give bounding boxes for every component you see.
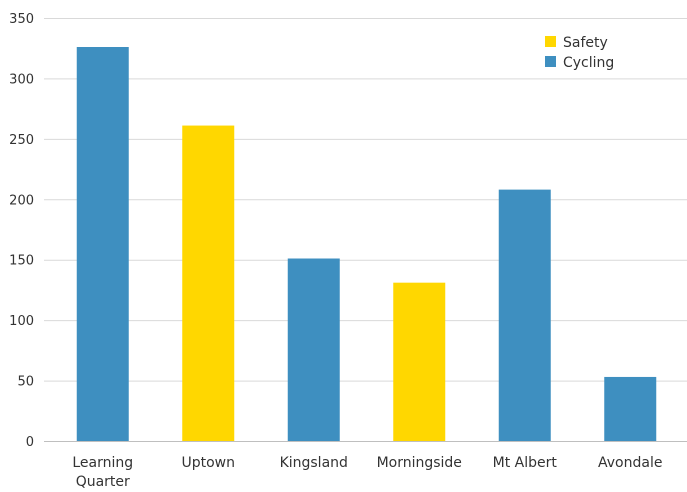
y-tick-label: 150	[9, 254, 34, 269]
y-axis-ticks: 0 50 100 150 200 250 300 350	[9, 12, 34, 450]
bar-kingsland	[287, 258, 340, 441]
legend-label-cycling: Cycling	[563, 55, 614, 71]
x-tick-label: Learning Quarter	[72, 455, 133, 488]
bar-uptown	[182, 125, 235, 441]
legend-swatch-cycling	[545, 56, 556, 67]
y-tick-label: 100	[9, 314, 34, 329]
y-tick-label: 0	[26, 435, 34, 450]
y-tick-label: 350	[9, 12, 34, 27]
gridlines	[44, 18, 687, 442]
y-tick-label: 200	[9, 193, 34, 208]
bar-morningside	[393, 282, 446, 441]
y-tick-label: 50	[17, 375, 34, 390]
legend: Safety Cycling	[545, 35, 614, 71]
bar-learning-quarter	[76, 47, 129, 442]
x-tick-label: Kingsland	[280, 455, 348, 471]
x-tick-label: Uptown	[181, 455, 235, 471]
x-tick-label: Avondale	[598, 455, 662, 471]
legend-label-safety: Safety	[563, 35, 608, 51]
y-tick-label: 300	[9, 72, 34, 87]
bar-avondale	[604, 376, 657, 441]
bars	[76, 47, 657, 442]
legend-swatch-safety	[545, 36, 556, 47]
x-axis-ticks: Learning Quarter Uptown Kingsland Morningsid…	[72, 455, 662, 490]
bar-mt-albert	[498, 189, 551, 441]
y-tick-label: 250	[9, 133, 34, 148]
x-tick-label: Mt Albert	[493, 455, 558, 471]
x-tick-label: Morningside	[377, 455, 462, 471]
